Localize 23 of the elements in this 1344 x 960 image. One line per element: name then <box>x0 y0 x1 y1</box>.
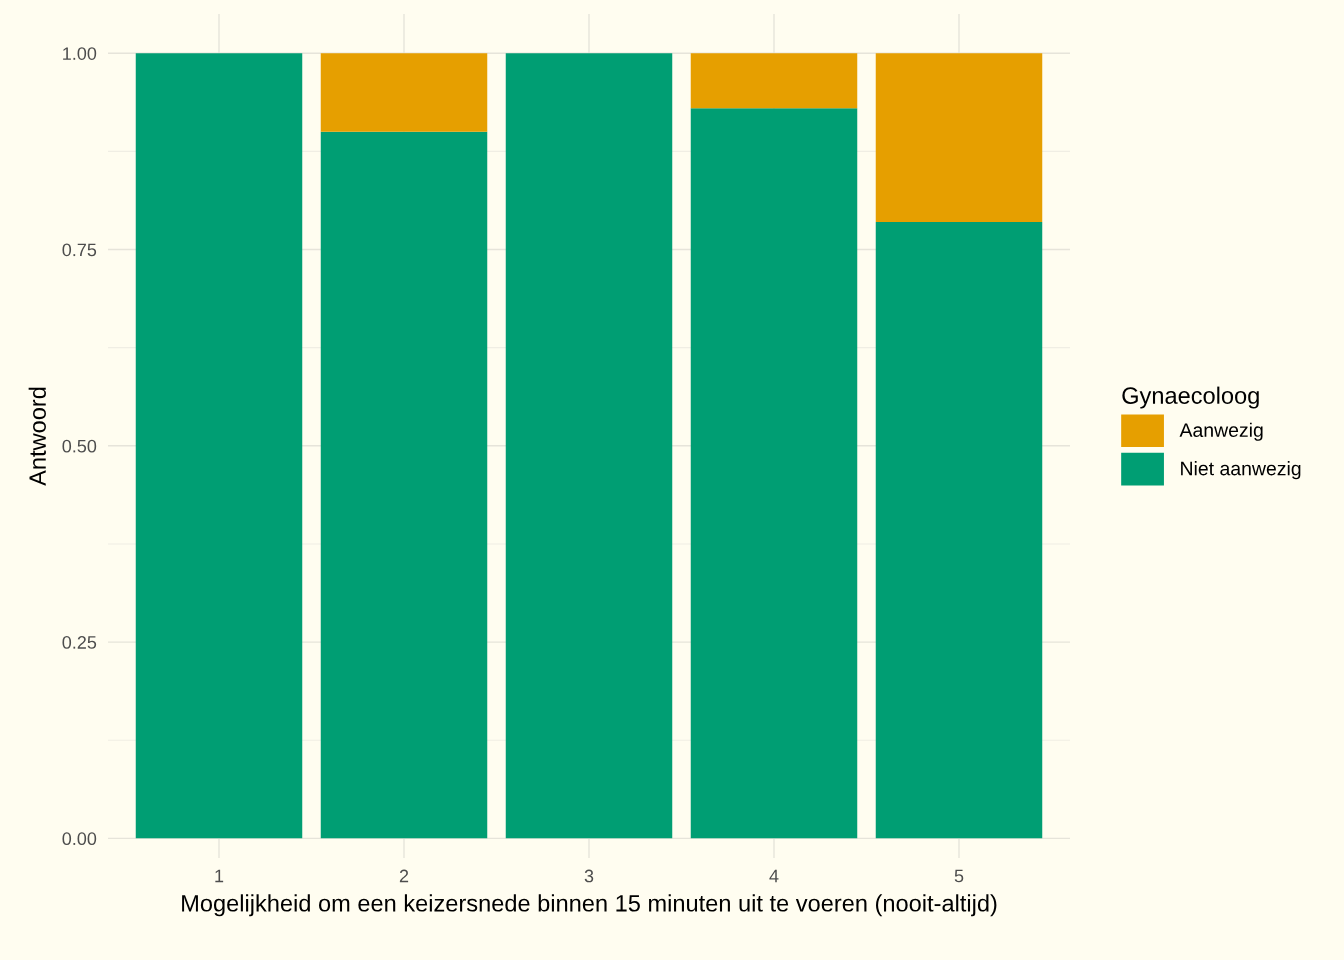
bar <box>690 53 858 109</box>
x-tick-label: 3 <box>584 869 594 883</box>
legend-label: Niet aanwezig <box>1181 461 1301 480</box>
x-tick-label: 5 <box>954 869 964 883</box>
x-tick-label: 1 <box>215 869 224 883</box>
legend-label: Aanwezig <box>1179 422 1263 441</box>
x-tick-label: 4 <box>769 869 779 883</box>
y-tick-label: 1.00 <box>63 47 97 60</box>
bar <box>135 53 303 839</box>
bar <box>875 53 1043 223</box>
y-axis-title: Antwoord <box>28 387 46 486</box>
y-tick-label: 0.50 <box>62 439 97 453</box>
bar <box>505 53 673 839</box>
bar <box>320 131 488 839</box>
y-tick-label: 0.25 <box>62 636 97 649</box>
bar <box>875 222 1043 839</box>
y-tick-label: 0.00 <box>62 832 97 846</box>
legend-title: Gynaecoloog <box>1122 386 1259 409</box>
x-axis-title: Mogelijkheid om een keizersnede binnen 15 minuten uit te voeren (nooit-altijd) <box>182 894 997 917</box>
x-tick-label: 2 <box>399 869 409 883</box>
y-tick-label: 0.75 <box>62 243 97 257</box>
bar <box>690 108 858 839</box>
bar <box>320 53 488 132</box>
